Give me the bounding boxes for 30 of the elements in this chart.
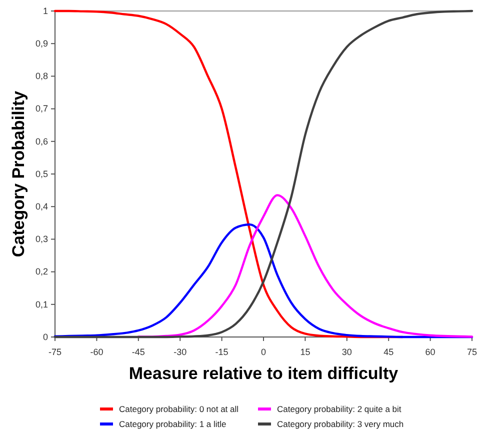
- y-tick-label: 0,1: [35, 299, 48, 310]
- y-axis-title: Category Probability: [9, 90, 28, 258]
- legend-label: Category probability: 2 quite a bit: [277, 404, 402, 414]
- x-tick-label: 15: [300, 346, 310, 357]
- x-tick-label: -15: [215, 346, 228, 357]
- y-tick-label: 0,6: [35, 136, 48, 146]
- x-tick-label: -75: [48, 346, 62, 357]
- x-tick-label: 0: [260, 346, 266, 357]
- line-series: [137, 194, 474, 338]
- legend-label: Category probability: 1 a litle: [119, 418, 227, 429]
- x-tick-label: -60: [90, 346, 104, 357]
- y-tick-label: 0,9: [35, 38, 48, 48]
- x-tick-label: 75: [466, 346, 478, 357]
- y-tick-label: 0,7: [35, 104, 48, 114]
- y-tick-label: 0: [42, 332, 48, 342]
- y-tick-label: 0,3: [35, 234, 48, 244]
- line-series: [54, 10, 474, 338]
- y-tick-label: 0,8: [35, 71, 48, 82]
- y-tick-label: 1: [42, 6, 48, 16]
- x-tick-label: 30: [342, 346, 352, 357]
- legend-label: Category probability: 0 not at all: [119, 404, 239, 414]
- x-tick-label: -45: [132, 346, 145, 357]
- x-tick-label: 45: [384, 346, 394, 357]
- y-tick-label: 0,5: [35, 168, 48, 179]
- y-tick-label: 0,4: [35, 201, 48, 212]
- x-tick-label: 60: [425, 346, 436, 357]
- x-axis-title: Measure relative to item difficulty: [128, 364, 399, 383]
- legend-label: Category probability: 3 very much: [277, 418, 404, 429]
- x-tick-label: -30: [174, 346, 187, 357]
- y-tick-label: 0,2: [35, 266, 48, 277]
